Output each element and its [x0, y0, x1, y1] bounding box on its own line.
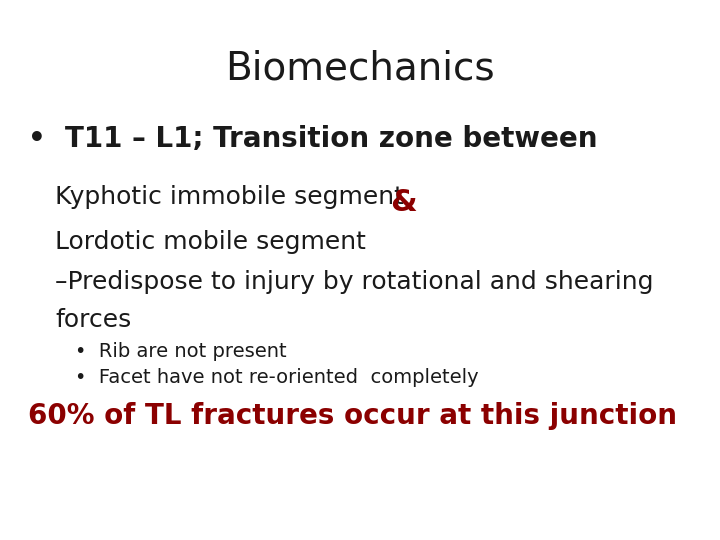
Text: •  Rib are not present: • Rib are not present: [75, 342, 287, 361]
Text: 60% of TL fractures occur at this junction: 60% of TL fractures occur at this juncti…: [28, 402, 677, 430]
Text: •  Facet have not re-oriented  completely: • Facet have not re-oriented completely: [75, 368, 479, 387]
Text: &: &: [390, 188, 417, 217]
Text: Kyphotic immobile segment: Kyphotic immobile segment: [55, 185, 420, 209]
Text: forces: forces: [55, 308, 131, 332]
Text: •  T11 – L1; Transition zone between: • T11 – L1; Transition zone between: [28, 125, 598, 153]
Text: Biomechanics: Biomechanics: [225, 50, 495, 88]
Text: Lordotic mobile segment: Lordotic mobile segment: [55, 230, 366, 254]
Text: –Predispose to injury by rotational and shearing: –Predispose to injury by rotational and …: [55, 270, 654, 294]
